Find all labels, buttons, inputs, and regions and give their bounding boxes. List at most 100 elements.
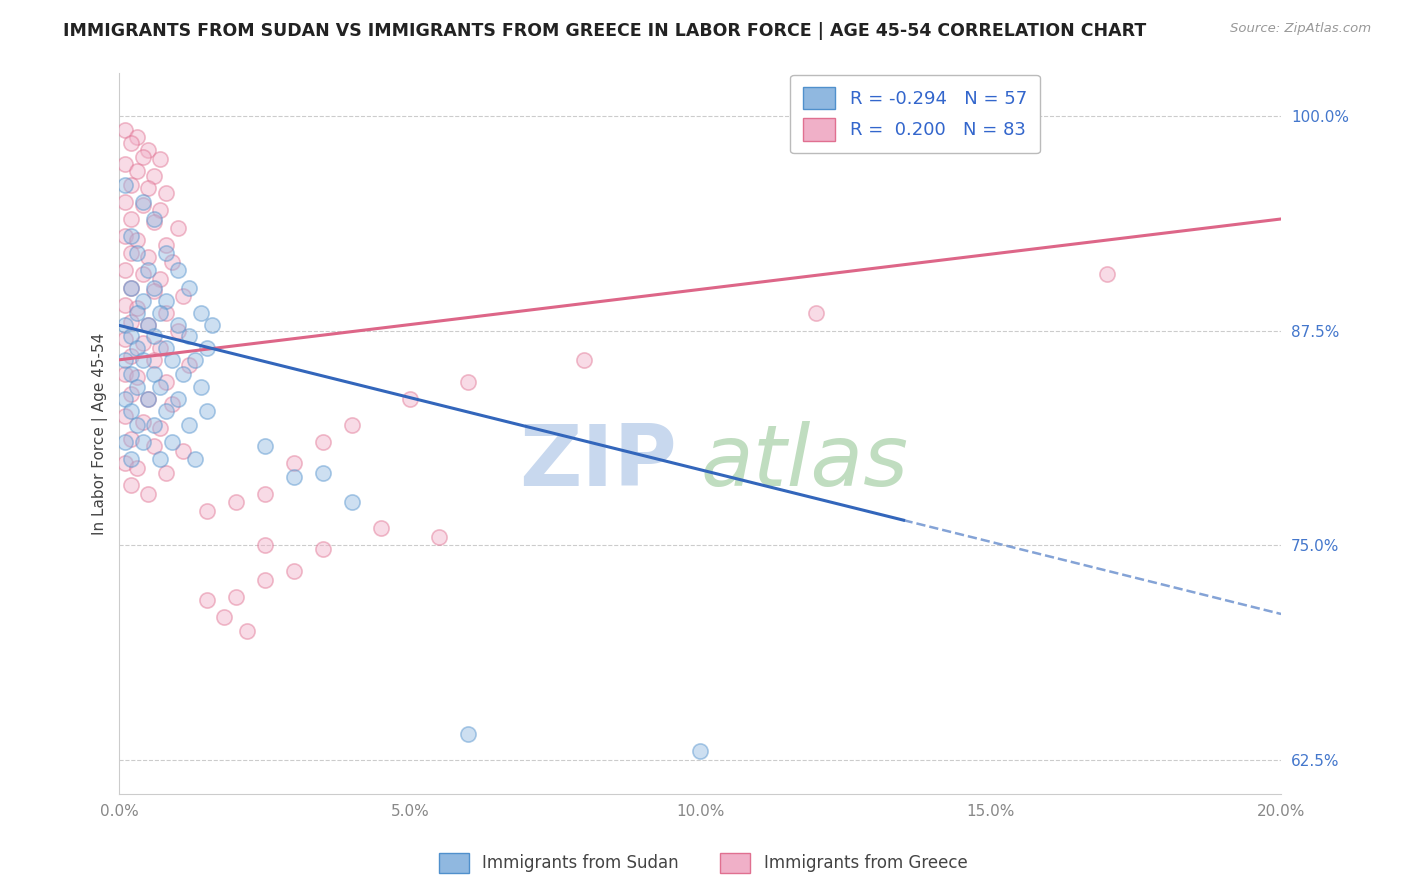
Point: [457, 727, 479, 741]
Point: [155, 294, 177, 309]
Point: [195, 404, 218, 418]
Point: [155, 341, 177, 355]
Point: [138, 143, 160, 157]
Point: [125, 380, 148, 394]
Point: [138, 392, 160, 407]
Legend: R = -0.294   N = 57, R =  0.200   N = 83: R = -0.294 N = 57, R = 0.200 N = 83: [790, 75, 1040, 153]
Point: [125, 418, 148, 433]
Point: [225, 495, 247, 509]
Y-axis label: In Labor Force | Age 45-54: In Labor Force | Age 45-54: [93, 333, 108, 535]
Point: [125, 341, 148, 355]
Point: [166, 263, 188, 277]
Point: [195, 593, 218, 607]
Point: [149, 380, 172, 394]
Point: [195, 341, 218, 355]
Point: [179, 328, 201, 343]
Point: [143, 211, 166, 226]
Point: [120, 315, 142, 329]
Point: [131, 150, 153, 164]
Point: [143, 418, 166, 433]
Point: [131, 198, 153, 212]
Point: [149, 421, 172, 435]
Point: [120, 211, 142, 226]
Point: [114, 229, 136, 244]
Point: [114, 409, 136, 424]
Point: [114, 367, 136, 381]
Point: [155, 246, 177, 260]
Point: [283, 469, 305, 483]
Point: [114, 157, 136, 171]
Point: [184, 352, 207, 367]
Point: [190, 306, 212, 320]
Point: [399, 392, 422, 407]
Point: [155, 404, 177, 418]
Point: [340, 495, 363, 509]
Point: [120, 452, 142, 467]
Point: [120, 246, 142, 260]
Point: [149, 272, 172, 286]
Point: [114, 392, 136, 407]
Point: [806, 306, 828, 320]
Text: ZIP: ZIP: [519, 421, 678, 504]
Legend: Immigrants from Sudan, Immigrants from Greece: Immigrants from Sudan, Immigrants from G…: [432, 847, 974, 880]
Point: [689, 744, 711, 758]
Point: [143, 280, 166, 294]
Point: [138, 487, 160, 501]
Point: [195, 504, 218, 518]
Point: [155, 306, 177, 320]
Point: [399, 833, 422, 847]
Point: [179, 280, 201, 294]
Point: [125, 461, 148, 475]
Point: [125, 164, 148, 178]
Point: [253, 487, 276, 501]
Point: [1095, 267, 1118, 281]
Point: [340, 418, 363, 433]
Point: [125, 370, 148, 384]
Point: [283, 456, 305, 470]
Text: IMMIGRANTS FROM SUDAN VS IMMIGRANTS FROM GREECE IN LABOR FORCE | AGE 45-54 CORRE: IMMIGRANTS FROM SUDAN VS IMMIGRANTS FROM…: [63, 22, 1146, 40]
Point: [114, 298, 136, 312]
Point: [125, 306, 148, 320]
Point: [120, 328, 142, 343]
Point: [114, 352, 136, 367]
Point: [114, 318, 136, 333]
Point: [125, 233, 148, 247]
Point: [143, 215, 166, 229]
Point: [225, 590, 247, 604]
Point: [184, 452, 207, 467]
Point: [120, 280, 142, 294]
Point: [125, 246, 148, 260]
Point: [572, 352, 595, 367]
Point: [160, 352, 183, 367]
Point: [125, 129, 148, 144]
Point: [149, 152, 172, 166]
Point: [131, 415, 153, 429]
Point: [120, 136, 142, 151]
Point: [160, 397, 183, 411]
Point: [131, 267, 153, 281]
Point: [166, 392, 188, 407]
Point: [312, 541, 335, 556]
Point: [131, 335, 153, 350]
Point: [138, 392, 160, 407]
Point: [155, 466, 177, 480]
Point: [138, 181, 160, 195]
Point: [114, 263, 136, 277]
Point: [120, 478, 142, 492]
Point: [114, 435, 136, 450]
Point: [149, 203, 172, 218]
Point: [172, 443, 194, 458]
Point: [160, 435, 183, 450]
Point: [120, 280, 142, 294]
Point: [172, 367, 194, 381]
Point: [120, 178, 142, 192]
Point: [155, 375, 177, 389]
Point: [114, 456, 136, 470]
Point: [212, 610, 235, 624]
Point: [138, 318, 160, 333]
Point: [120, 404, 142, 418]
Point: [155, 186, 177, 201]
Point: [125, 301, 148, 316]
Text: atlas: atlas: [700, 421, 908, 504]
Point: [120, 229, 142, 244]
